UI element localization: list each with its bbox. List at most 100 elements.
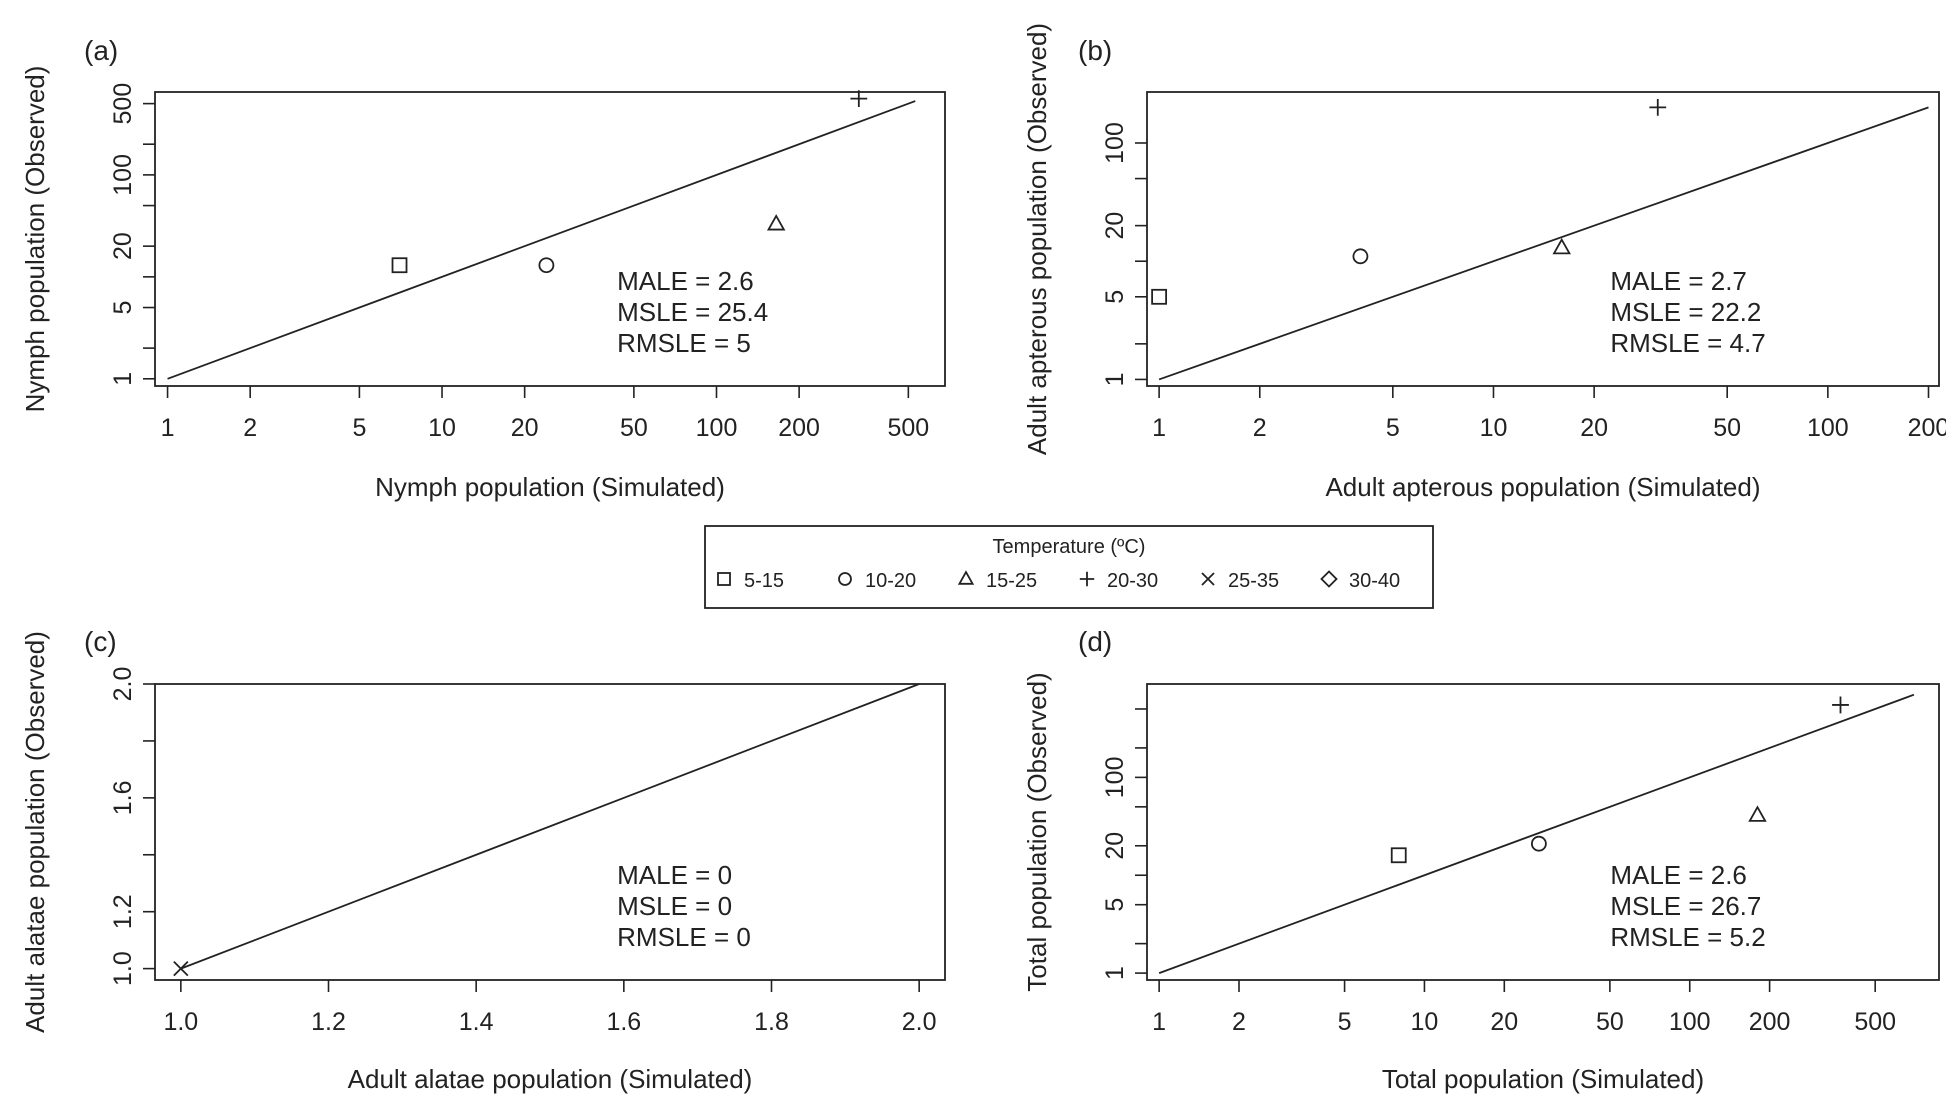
plot-frame — [1146, 683, 1940, 981]
legend-item-label: 25-35 — [1228, 570, 1279, 592]
legend-marker-cross — [1201, 572, 1215, 586]
chart-panel: 1 2 5 10 20 50 100 200 1 5 20 100 Adult apterous pop… — [1022, 23, 1946, 502]
legend-item-label: 30-40 — [1349, 570, 1400, 592]
x-tick-label: 100 — [1669, 1008, 1711, 1036]
data-point-plus — [850, 90, 868, 107]
x-tick-label: 1 — [1152, 1008, 1166, 1036]
y-axis-label: Adult alatae population (Observed) — [20, 631, 50, 1033]
legend-marker-square — [717, 572, 731, 586]
y-axis-label: Total population (Observed) — [1022, 672, 1052, 991]
x-tick-label: 20 — [1580, 414, 1608, 442]
x-tick-label: 2 — [243, 414, 257, 442]
data-point-triangle — [1552, 237, 1571, 255]
identity-line — [180, 683, 920, 970]
y-tick-label: 100 — [1101, 122, 1129, 164]
chart-panel: 1.0 1.2 1.4 1.6 1.8 2.0 1.0 1.2 1.6 2.0 Adult alat… — [20, 626, 946, 1094]
x-axis-label: Total population (Simulated) — [1382, 1064, 1704, 1094]
panel-tag: (c) — [84, 626, 117, 657]
x-tick-label: 50 — [1596, 1008, 1624, 1036]
y-tick-label: 1 — [109, 372, 137, 386]
data-point-triangle — [766, 214, 786, 231]
data-point-circle — [1530, 835, 1547, 852]
legend-item-label: 15-25 — [986, 570, 1037, 592]
y-tick-label: 5 — [1101, 898, 1129, 912]
identity-line — [1158, 693, 1915, 974]
x-tick-label: 100 — [696, 414, 738, 442]
stat-line: MSLE = 26.7 — [1610, 891, 1761, 921]
panel-tag: (a) — [84, 35, 118, 66]
y-tick-label: 1.6 — [109, 780, 137, 815]
panel-tag: (d) — [1078, 626, 1112, 657]
stat-line: MALE = 2.7 — [1610, 266, 1747, 296]
y-tick-label: 100 — [1101, 757, 1129, 799]
y-tick-label: 20 — [109, 232, 137, 260]
x-tick-label: 200 — [778, 414, 820, 442]
data-point-triangle — [1748, 805, 1767, 822]
x-tick-label: 5 — [352, 414, 366, 442]
x-tick-label: 1.6 — [606, 1008, 641, 1036]
x-tick-label: 1.2 — [311, 1008, 346, 1036]
x-tick-label: 20 — [1490, 1008, 1518, 1036]
x-tick-label: 10 — [1480, 414, 1508, 442]
x-tick-label: 5 — [1338, 1008, 1352, 1036]
y-tick-label: 5 — [109, 301, 137, 315]
y-tick-label: 1 — [1101, 372, 1129, 386]
x-tick-label: 1 — [161, 414, 175, 442]
x-tick-label: 10 — [428, 414, 456, 442]
stat-line: MALE = 0 — [617, 860, 732, 890]
stat-line: RMSLE = 5 — [617, 328, 751, 358]
y-tick-label: 100 — [109, 154, 137, 196]
data-point-cross — [173, 960, 189, 977]
x-tick-label: 1.8 — [754, 1008, 789, 1036]
legend-marker-diamond — [1320, 570, 1338, 588]
legend-box — [704, 525, 1434, 609]
x-tick-label: 20 — [511, 414, 539, 442]
x-tick-label: 2 — [1253, 414, 1267, 442]
y-tick-label: 500 — [109, 83, 137, 125]
data-point-plus — [1832, 696, 1849, 714]
x-tick-label: 5 — [1386, 414, 1400, 442]
x-tick-label: 50 — [1713, 414, 1741, 442]
data-point-square — [391, 257, 408, 274]
x-tick-label: 1 — [1152, 414, 1166, 442]
panel-tag: (b) — [1078, 35, 1112, 66]
y-tick-label: 5 — [1101, 290, 1129, 304]
stat-line: MALE = 2.6 — [617, 266, 754, 296]
identity-line — [167, 100, 916, 380]
data-point-circle — [1352, 248, 1369, 265]
x-axis-label: Adult alatae population (Simulated) — [348, 1064, 753, 1094]
data-point-square — [1151, 288, 1168, 305]
legend-item-label: 5-15 — [744, 570, 784, 592]
x-tick-label: 2 — [1232, 1008, 1246, 1036]
chart-panel: 1 2 5 10 20 50 100 200 500 1 5 20 100 500 Nymph popula… — [20, 35, 946, 502]
stat-line: MALE = 2.6 — [1610, 860, 1747, 890]
stat-line: RMSLE = 5.2 — [1610, 922, 1765, 952]
identity-line — [1158, 106, 1929, 381]
plot-frame — [154, 91, 946, 387]
y-tick-label: 20 — [1101, 212, 1129, 240]
x-tick-label: 50 — [620, 414, 648, 442]
plot-frame — [154, 683, 946, 981]
x-tick-label: 1.0 — [163, 1008, 198, 1036]
y-tick-label: 1.2 — [109, 894, 137, 929]
stat-line: RMSLE = 4.7 — [1610, 328, 1765, 358]
x-tick-label: 200 — [1908, 414, 1946, 442]
x-axis-label: Adult apterous population (Simulated) — [1325, 472, 1760, 502]
legend-marker-triangle — [957, 570, 975, 585]
y-tick-label: 1.0 — [109, 951, 137, 986]
x-axis-label: Nymph population (Simulated) — [375, 472, 725, 502]
x-tick-label: 500 — [1854, 1008, 1896, 1036]
data-point-circle — [538, 257, 555, 274]
legend-marker-plus — [1079, 571, 1095, 587]
legend: Temperature (ºC) 5-15 10-20 15-25 20-30 25-35… — [704, 525, 1434, 609]
stat-line: MSLE = 25.4 — [617, 297, 768, 327]
plot-frame — [1146, 91, 1940, 387]
legend-item-label: 20-30 — [1107, 570, 1158, 592]
y-tick-label: 20 — [1101, 832, 1129, 860]
y-axis-label: Adult apterous population (Observed) — [1022, 23, 1052, 455]
y-tick-label: 2.0 — [109, 667, 137, 702]
x-tick-label: 1.4 — [459, 1008, 494, 1036]
data-point-square — [1390, 847, 1407, 864]
x-tick-label: 200 — [1749, 1008, 1791, 1036]
